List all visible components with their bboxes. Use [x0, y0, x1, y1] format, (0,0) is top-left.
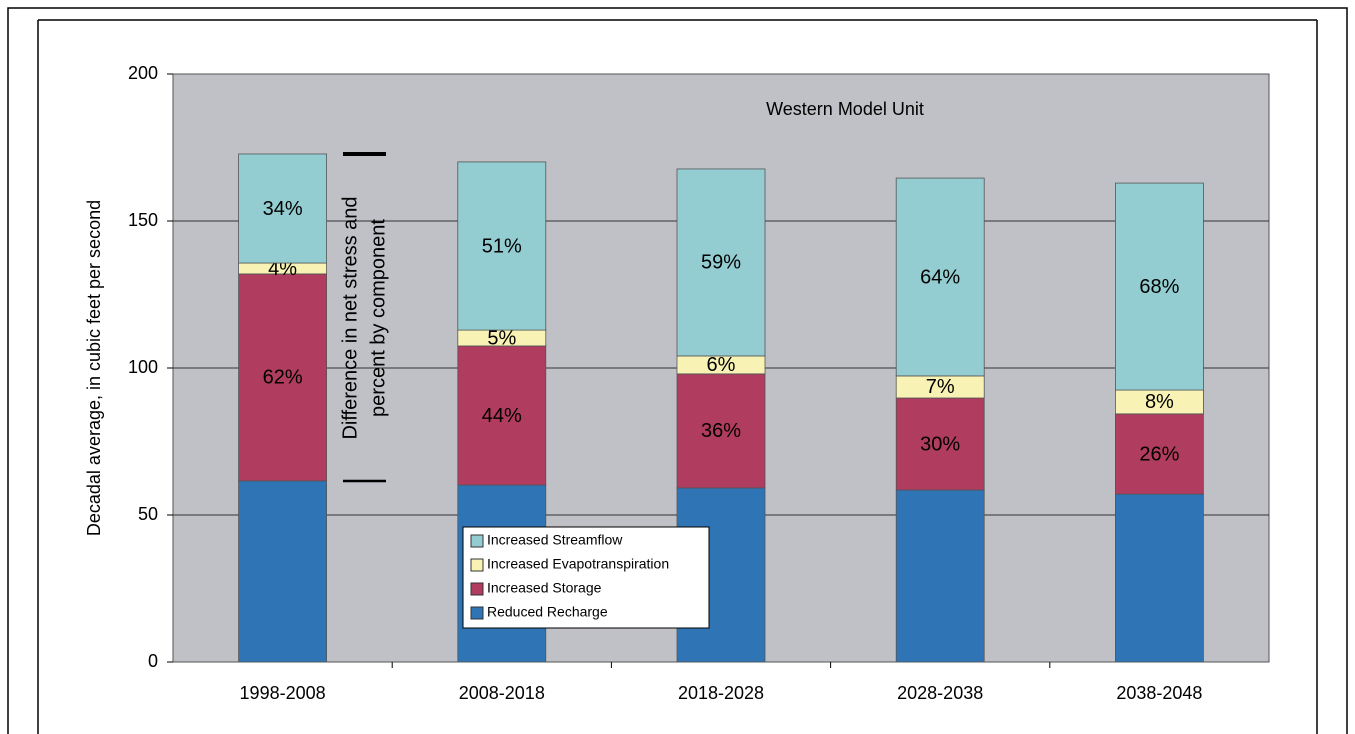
legend-label: Increased Streamflow [487, 532, 623, 548]
segment-label: 6% [707, 354, 736, 376]
segment-label: 59% [701, 252, 741, 274]
bar-segment [457, 161, 547, 331]
segment-label: 30% [920, 433, 960, 455]
legend-label: Reduced Recharge [487, 604, 608, 620]
y-tick-label: 50 [138, 504, 158, 524]
segment-label: 8% [1145, 391, 1174, 413]
bar-segment [238, 273, 328, 482]
segment-label: 51% [482, 235, 522, 257]
bar-segment [895, 489, 985, 663]
chart-title: Western Model Unit [766, 99, 924, 119]
segment-label: 7% [926, 376, 955, 398]
y-tick-label: 200 [128, 63, 158, 83]
bar-segment [1115, 182, 1204, 391]
segment-label: 34% [263, 198, 303, 220]
x-tick-label: 2038-2048 [1116, 683, 1202, 703]
y-axis-label: Decadal average, in cubic feet per secon… [84, 200, 104, 536]
legend-swatch [470, 606, 484, 620]
segment-label: 44% [482, 405, 522, 427]
y-tick-label: 100 [128, 357, 158, 377]
legend-swatch [470, 582, 484, 596]
legend-swatch [470, 534, 484, 548]
y-tick-label: 150 [128, 210, 158, 230]
segment-label: 62% [263, 367, 303, 389]
bar-segment [676, 168, 766, 357]
x-tick-label: 1998-2008 [240, 683, 326, 703]
bar-segment [1115, 413, 1204, 495]
segment-label: 5% [487, 327, 516, 349]
annotation: Difference in net stress and [339, 196, 361, 439]
segment-label: 68% [1139, 276, 1179, 298]
annotation: percent by component [367, 219, 389, 417]
legend-label: Increased Evapotranspiration [487, 556, 669, 572]
bar-segment [895, 177, 985, 377]
y-tick-label: 0 [148, 651, 158, 671]
bar-segment [457, 345, 547, 486]
legend-label: Increased Storage [487, 580, 602, 596]
legend-swatch [470, 558, 484, 572]
legend-box [462, 526, 710, 629]
x-tick-label: 2018-2028 [678, 683, 764, 703]
bar-segment [1115, 493, 1204, 663]
segment-label: 26% [1139, 443, 1179, 465]
bar-segment [676, 373, 766, 489]
bar-segment [238, 480, 328, 663]
x-tick-label: 2008-2018 [459, 683, 545, 703]
segment-label: 64% [920, 266, 960, 288]
outer-frame [7, 7, 1348, 734]
bar-segment [238, 153, 328, 264]
segment-label: 36% [701, 420, 741, 442]
x-tick-label: 2028-2038 [897, 683, 983, 703]
